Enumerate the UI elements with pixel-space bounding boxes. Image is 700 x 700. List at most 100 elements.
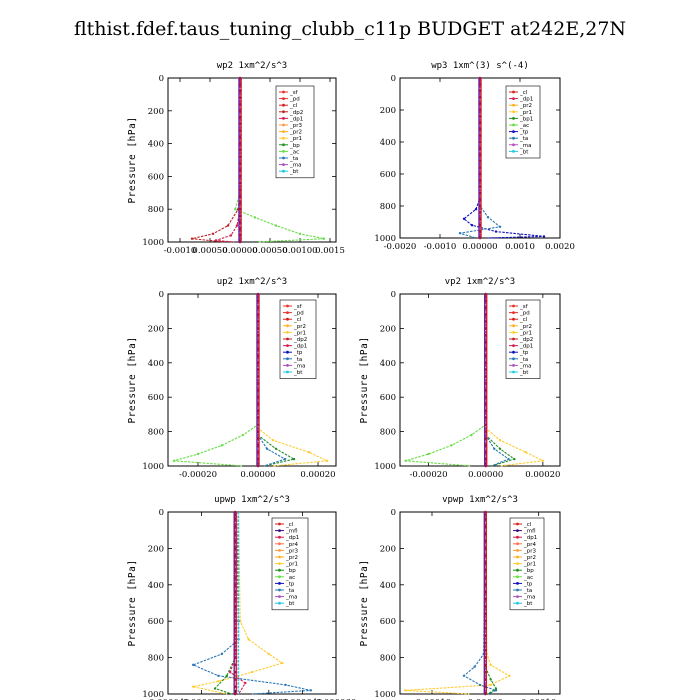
legend-label: _pd: [289, 97, 300, 103]
zero-profile-marker: [484, 641, 487, 645]
legend-marker: [512, 311, 515, 314]
zero-profile-marker: [256, 347, 260, 351]
chart-panel-6: vpwp 1xm^2/s^3 Pressure [hPa] 0 200 400 600 80…: [359, 495, 561, 700]
zero-profile-marker: [256, 395, 260, 399]
legend-marker: [512, 130, 515, 134]
legend-label: _mfl: [523, 529, 536, 535]
series-marker: [507, 457, 510, 461]
series-marker: [247, 638, 250, 641]
series-marker: [470, 224, 474, 227]
x-tick-label: -0.0010: [424, 242, 457, 252]
zero-profile-marker: [238, 96, 242, 99]
legend-label: _dp1: [289, 116, 303, 122]
panel-title: vpwp 1xm^2/s^3: [442, 495, 518, 505]
zero-profile-marker: [484, 306, 488, 310]
legend-label: _cl: [293, 317, 302, 323]
series-marker: [284, 683, 287, 687]
zero-profile-marker: [256, 361, 260, 365]
legend-marker: [516, 549, 519, 552]
zero-profile-marker: [238, 116, 242, 119]
zero-profile-marker: [484, 590, 487, 594]
panel-title: upwp 1xm^2/s^3: [214, 495, 290, 505]
zero-profile-marker: [484, 539, 487, 543]
series-marker: [489, 683, 492, 687]
series-marker: [235, 224, 239, 227]
legend-marker: [286, 357, 289, 361]
y-axis-label: Pressure [hPa]: [127, 559, 138, 646]
legend-marker: [278, 595, 281, 598]
zero-profile-marker: [256, 299, 260, 303]
zero-profile-marker: [478, 89, 482, 93]
zero-profile-marker: [478, 115, 482, 118]
y-axis-label: Pressure [hPa]: [127, 116, 138, 203]
zero-profile-marker: [484, 444, 488, 447]
legend-label: _pr2: [293, 324, 306, 330]
legend-label: _pr3: [285, 548, 299, 554]
legend-marker: [282, 90, 285, 94]
legend-marker: [286, 317, 289, 321]
legend-label: _bp: [289, 143, 300, 149]
legend-label: _pd: [293, 311, 304, 317]
legend-label: _bt: [289, 169, 299, 175]
series-marker: [404, 689, 407, 692]
zero-profile-marker: [233, 692, 237, 696]
legend-marker: [286, 304, 289, 308]
zero-profile-marker: [484, 554, 487, 557]
zero-profile-marker: [484, 532, 487, 536]
legend-marker: [278, 535, 281, 539]
x-tick-label: -0.00010: [413, 698, 451, 700]
legend-marker: [286, 370, 289, 374]
y-tick-label: 800: [148, 205, 164, 215]
zero-profile-marker: [484, 517, 487, 521]
y-tick-label: 800: [380, 428, 396, 438]
zero-profile-marker: [478, 140, 482, 144]
legend-label: _dp2: [289, 110, 303, 116]
series-marker: [226, 224, 230, 227]
zero-profile-marker: [484, 313, 488, 316]
legend-label: _ta: [285, 588, 294, 594]
legend-label: _bp1: [519, 116, 533, 122]
zero-profile-marker: [256, 444, 260, 447]
legend-label: _tp: [519, 130, 529, 136]
chart-panel-2: wp3 1xm^(3) s^(-4)02004006008001000-0.00…: [374, 61, 575, 252]
zero-profile-marker: [238, 83, 242, 86]
series-marker: [244, 681, 247, 685]
panel-title: vp2 1xm^2/s^3: [445, 277, 515, 287]
legend-label: _ma: [285, 595, 297, 601]
y-tick-label: 200: [380, 324, 396, 334]
zero-profile-marker: [238, 188, 242, 191]
zero-profile-marker: [478, 127, 482, 131]
legend-marker: [516, 535, 519, 539]
legend-label: _tp: [293, 350, 303, 356]
y-tick-label: 200: [148, 107, 164, 117]
legend-marker: [512, 123, 515, 127]
zero-profile-marker: [484, 347, 488, 351]
y-tick-label: 800: [148, 428, 164, 438]
zero-profile-marker: [233, 576, 237, 579]
series-marker: [462, 217, 466, 220]
legend-marker: [282, 169, 285, 173]
legend-marker: [278, 568, 281, 572]
zero-profile-marker: [238, 142, 242, 145]
x-tick-label: 0.00000: [240, 470, 275, 480]
zero-profile-marker: [484, 663, 487, 667]
x-tick-label: 0.00000: [222, 246, 257, 256]
zero-profile-marker: [238, 161, 242, 165]
y-tick-label: 200: [148, 544, 164, 554]
series-line-dp1: [215, 78, 241, 243]
series-marker: [524, 451, 527, 454]
legend-label: _bt: [293, 370, 303, 376]
legend-label: _dp1: [519, 344, 533, 350]
series-marker: [292, 457, 296, 461]
series-line-dp2: [191, 78, 241, 243]
legend-marker: [282, 156, 285, 160]
y-tick-label: 600: [380, 617, 396, 627]
legend-label: _pr3: [523, 548, 537, 554]
y-tick-label: 600: [148, 393, 164, 403]
series-marker: [458, 232, 462, 235]
zero-profile-marker: [478, 217, 482, 221]
zero-profile-marker: [478, 191, 482, 195]
zero-profile-marker: [256, 430, 260, 433]
y-tick-label: 0: [391, 508, 396, 518]
